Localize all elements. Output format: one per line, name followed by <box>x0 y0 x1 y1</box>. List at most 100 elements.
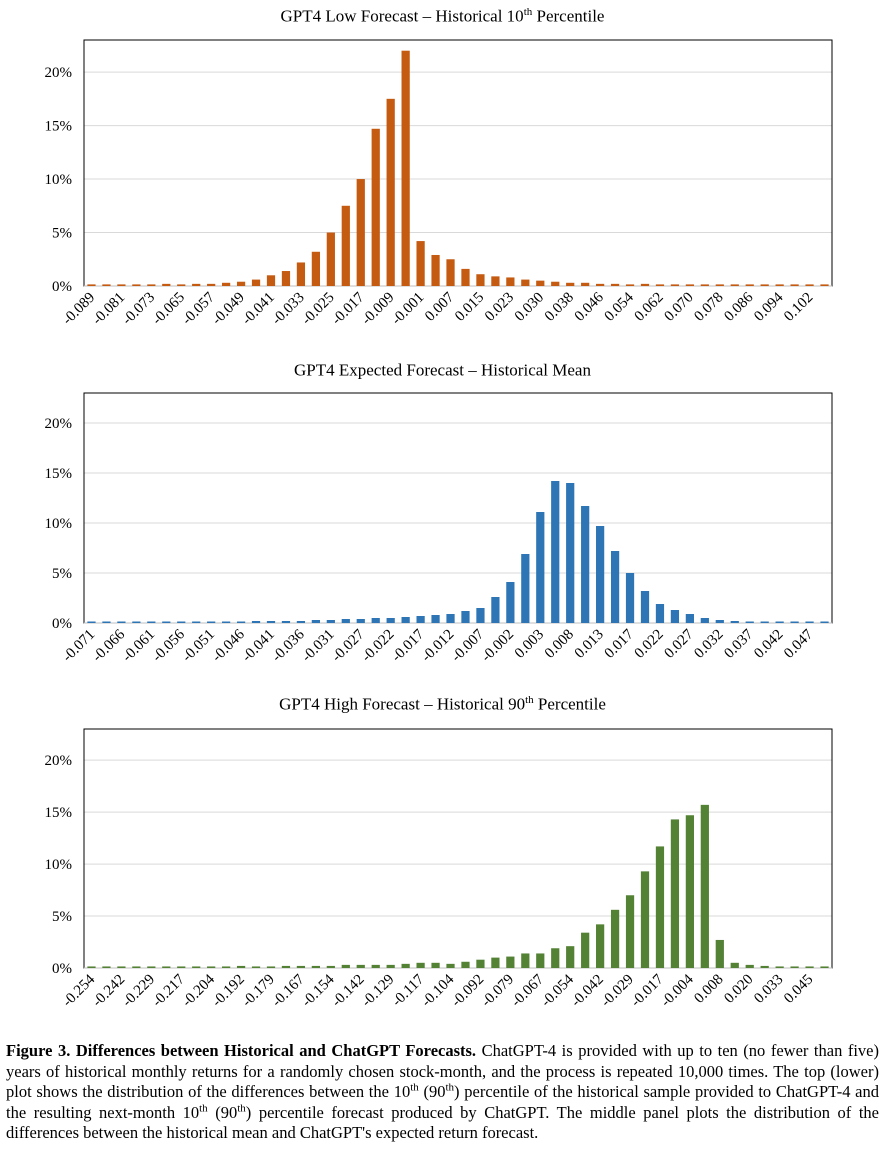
bar <box>820 966 829 968</box>
bar <box>147 966 156 968</box>
bar <box>760 284 769 286</box>
x-tick-label: -0.004 <box>658 971 697 1010</box>
bar <box>700 618 709 623</box>
y-tick-label: 20% <box>45 65 73 81</box>
bar <box>655 846 665 968</box>
bar <box>625 895 635 968</box>
bar <box>192 621 201 623</box>
bar <box>117 621 126 623</box>
bar <box>551 281 560 286</box>
bar <box>236 621 246 623</box>
bar <box>281 271 291 286</box>
bar <box>610 551 620 623</box>
bar <box>805 284 814 286</box>
bar <box>356 964 365 968</box>
chart-expected-forecast: 0%5%10%15%20%-0.071-0.066-0.061-0.056-0.… <box>45 392 833 665</box>
bar <box>790 621 799 623</box>
x-tick-label: -0.167 <box>269 971 308 1010</box>
bar <box>222 282 231 286</box>
bar <box>416 616 425 623</box>
bar <box>491 597 500 623</box>
bar <box>670 819 680 968</box>
x-tick-label: 0.045 <box>781 972 816 1007</box>
bar <box>790 284 799 286</box>
bar <box>431 962 440 968</box>
bar <box>596 526 605 623</box>
bar <box>326 232 335 286</box>
bar <box>775 621 784 623</box>
bar <box>506 277 515 286</box>
bar <box>506 582 515 623</box>
x-tick-label: -0.217 <box>149 971 188 1010</box>
bar <box>610 283 620 286</box>
bar <box>700 804 709 968</box>
y-tick-label: 15% <box>45 805 73 821</box>
bar <box>700 284 709 286</box>
y-tick-label: 10% <box>45 172 73 188</box>
bar <box>207 966 216 968</box>
y-tick-label: 15% <box>45 119 73 135</box>
bar <box>446 614 455 623</box>
x-tick-label: -0.017 <box>628 971 667 1010</box>
bar <box>581 506 590 623</box>
bar <box>132 621 141 623</box>
bar <box>596 283 605 286</box>
x-tick-label: 0.033 <box>751 972 786 1007</box>
bar <box>715 284 724 286</box>
bar <box>551 948 560 968</box>
bar <box>311 620 320 623</box>
bar <box>102 966 111 968</box>
bar <box>536 512 545 623</box>
x-tick-label: -0.042 <box>568 972 607 1011</box>
chart-title: GPT4 Expected Forecast – Historical Mean <box>294 360 591 380</box>
bar <box>266 621 276 623</box>
bar <box>296 262 306 286</box>
bar <box>87 621 96 623</box>
bar <box>670 610 680 623</box>
bar <box>566 483 575 623</box>
bar <box>461 268 470 286</box>
bar <box>790 966 799 968</box>
bar <box>566 946 575 968</box>
bar <box>371 128 380 286</box>
bar <box>102 621 111 623</box>
y-tick-label: 0% <box>52 961 72 977</box>
bar <box>536 953 545 968</box>
bar <box>730 962 739 968</box>
chart-panel-expected: 0% 5% 10% 15% 20% -0.071 -0.066 -0.061 -0.056 -0.… <box>45 392 833 665</box>
bar <box>326 965 335 968</box>
bar <box>236 965 246 968</box>
bar <box>87 966 96 968</box>
bar <box>775 966 784 968</box>
bar <box>491 276 500 286</box>
chart-title: GPT4 Low Forecast – Historical 10th Perc… <box>280 6 605 26</box>
x-tick-label: 0.008 <box>691 972 726 1007</box>
bar <box>506 956 515 968</box>
bar <box>820 621 829 623</box>
bar <box>177 966 186 968</box>
bar <box>87 284 96 286</box>
bar <box>760 621 769 623</box>
bar <box>356 179 365 286</box>
y-tick-label: 5% <box>52 566 72 582</box>
bar <box>117 966 126 968</box>
bar <box>476 959 485 968</box>
x-tick-label: -0.192 <box>209 972 248 1011</box>
y-tick-label: 5% <box>52 226 72 242</box>
bar <box>222 966 231 968</box>
bar <box>162 283 171 286</box>
y-tick-label: 0% <box>52 279 72 295</box>
x-tick-label: 0.020 <box>721 972 756 1007</box>
x-tick-label: -0.067 <box>508 971 547 1010</box>
bar <box>207 283 216 286</box>
bar <box>625 284 635 286</box>
x-tick-label: -0.179 <box>239 972 278 1011</box>
bar <box>730 284 739 286</box>
chart-panel-low: 0% 5% 10% 15% 20% -0.089 -0.081 -0.073 -0.065 -0.… <box>0 0 885 370</box>
bar <box>625 573 635 623</box>
bar <box>476 608 485 623</box>
bar <box>581 282 590 286</box>
bar <box>162 621 171 623</box>
bar <box>401 963 410 968</box>
bar <box>147 284 156 286</box>
